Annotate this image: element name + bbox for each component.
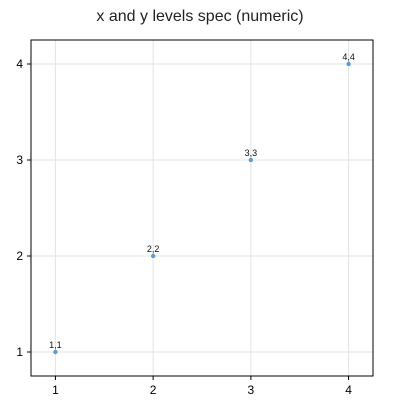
y-tick-label: 4 bbox=[16, 57, 23, 71]
y-tick-label: 2 bbox=[16, 249, 23, 263]
x-tick-label: 3 bbox=[248, 383, 255, 397]
x-tick-label: 2 bbox=[150, 383, 157, 397]
data-point-label: 3,3 bbox=[245, 148, 258, 158]
axis-ticks bbox=[27, 63, 350, 380]
data-point-labels: 1,1 2,2 3,3 4,4 bbox=[49, 52, 355, 350]
x-tick-labels: 1 2 3 4 bbox=[52, 383, 352, 397]
data-point-label: 2,2 bbox=[147, 244, 160, 254]
data-points bbox=[53, 61, 351, 355]
data-point bbox=[150, 253, 156, 259]
data-point bbox=[346, 61, 351, 67]
x-tick-label: 1 bbox=[52, 383, 59, 397]
grid-lines bbox=[31, 40, 373, 376]
chart-title: x and y levels spec (numeric) bbox=[96, 8, 304, 25]
plot-frame bbox=[30, 39, 374, 377]
data-point-label: 4,4 bbox=[342, 52, 355, 62]
y-tick-label: 3 bbox=[16, 153, 23, 167]
data-point-label: 1,1 bbox=[49, 340, 62, 350]
x-tick-label: 4 bbox=[345, 383, 352, 397]
data-point bbox=[53, 349, 58, 355]
data-point bbox=[248, 157, 254, 163]
y-tick-label: 1 bbox=[16, 345, 23, 359]
y-tick-labels: 1 2 3 4 bbox=[16, 57, 23, 359]
